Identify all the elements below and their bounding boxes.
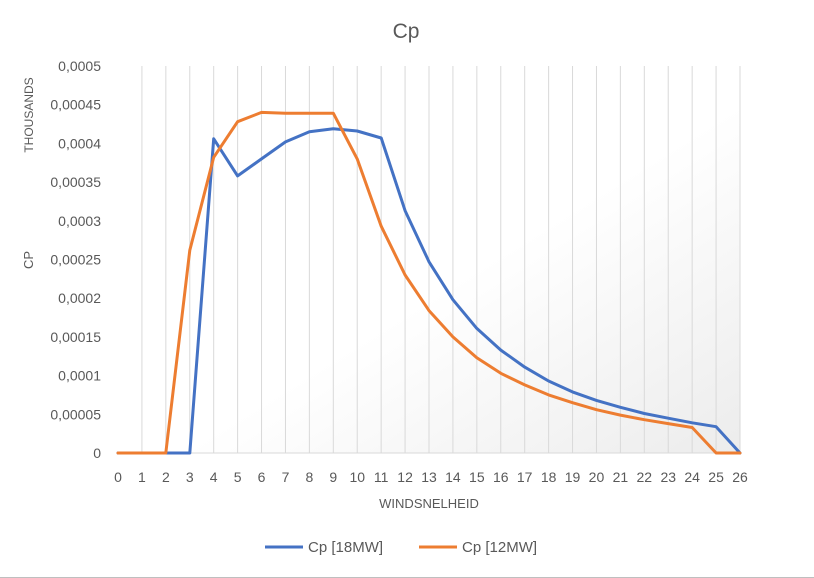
y-tick-label: 0,0002 (58, 290, 101, 306)
gridlines (141, 66, 741, 453)
y-tick-label: 0,00045 (50, 97, 101, 113)
x-tick-labels: 0 1 2 3 4 5 6 7 8 9 10 11 12 13 14 15 16 17 18 19 20 21 22 23 24… (114, 469, 748, 485)
y-tick-label: 0,00005 (50, 406, 101, 422)
y-tick-label: 0,0003 (58, 213, 101, 229)
x-tick-label: 3 (186, 469, 194, 485)
series-lines (116, 110, 742, 455)
y-tick-label: 0,0001 (58, 368, 101, 384)
x-tick-label: 18 (541, 469, 557, 485)
x-tick-label: 4 (210, 469, 218, 485)
x-axis-title: WINDSNELHEID (379, 496, 479, 511)
x-tick-label: 23 (660, 469, 676, 485)
x-tick-label: 14 (445, 469, 461, 485)
legend-label-18mw: Cp [18MW] (308, 539, 383, 556)
x-tick-label: 24 (684, 469, 700, 485)
x-tick-label: 26 (732, 469, 748, 485)
x-tick-label: 9 (329, 469, 337, 485)
x-tick-label: 25 (708, 469, 724, 485)
x-tick-label: 19 (565, 469, 581, 485)
legend-label-12mw: Cp [12MW] (462, 539, 537, 556)
x-tick-label: 20 (589, 469, 605, 485)
x-tick-label: 7 (282, 469, 290, 485)
x-tick-label: 12 (397, 469, 413, 485)
y-axis-title: CP (21, 251, 36, 269)
x-tick-label: 8 (305, 469, 313, 485)
x-tick-label: 13 (421, 469, 437, 485)
x-tick-label: 1 (138, 469, 146, 485)
x-tick-label: 0 (114, 469, 122, 485)
x-tick-label: 16 (493, 469, 509, 485)
x-tick-label: 15 (469, 469, 485, 485)
series-line-12mw (116, 110, 742, 455)
y-tick-label: 0,00035 (50, 174, 101, 190)
y-tick-label: 0,00015 (50, 329, 101, 345)
x-tick-label: 22 (637, 469, 653, 485)
x-tick-label: 10 (349, 469, 365, 485)
y-tick-label: 0 (93, 445, 101, 461)
y-axis-units-label: THOUSANDS (22, 77, 36, 152)
chart-title: Cp (393, 20, 420, 43)
y-tick-label: 0,0004 (58, 135, 101, 151)
series-line-18mw (116, 127, 742, 455)
x-tick-label: 6 (258, 469, 266, 485)
x-tick-label: 11 (374, 469, 389, 485)
legend: Cp [18MW] Cp [12MW] (265, 539, 537, 556)
x-tick-label: 5 (234, 469, 242, 485)
y-tick-label: 0,0005 (58, 58, 101, 74)
x-tick-label: 21 (613, 469, 629, 485)
x-tick-label: 2 (162, 469, 170, 485)
y-tick-label: 0,00025 (50, 252, 101, 268)
y-tick-labels: 0 0,00005 0,0001 0,00015 0,0002 0,00025 0,0003… (50, 58, 101, 461)
x-tick-label: 17 (517, 469, 533, 485)
